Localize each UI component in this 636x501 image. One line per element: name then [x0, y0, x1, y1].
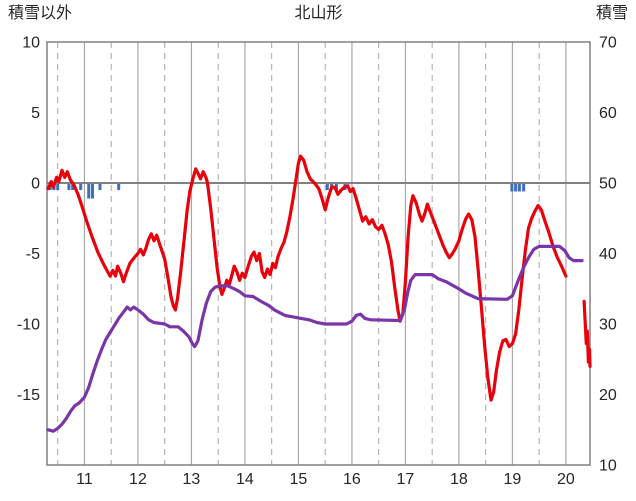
y-tick-label-left: 10	[22, 35, 40, 52]
y-tick-label-left: -5	[26, 246, 40, 263]
x-tick-label: 16	[343, 471, 361, 488]
plot-frame	[46, 41, 591, 466]
red-line	[582, 299, 592, 368]
x-tick-label: 14	[236, 471, 254, 488]
y-tick-label-right: 70	[599, 35, 617, 52]
y-tick-label-left: 0	[31, 176, 40, 193]
purple-line	[46, 244, 584, 433]
x-tick-label: 11	[76, 471, 93, 488]
red-line	[46, 154, 568, 402]
y-tick-label-left: 5	[31, 105, 40, 122]
left-axis-title: 積雪以外	[8, 5, 73, 22]
station-title: 北山形	[294, 5, 343, 22]
y-tick-label-right: 10	[599, 458, 617, 475]
x-tick-label: 13	[183, 471, 201, 488]
y-tick-label-right: 20	[599, 387, 617, 404]
y-tick-label-right: 60	[599, 105, 617, 122]
y-tick-label-left: -10	[17, 317, 40, 334]
y-tick-label-right: 30	[599, 317, 617, 334]
y-tick-label-left: -15	[17, 387, 40, 404]
y-tick-label-right: 50	[599, 176, 617, 193]
right-axis-title: 積雪	[595, 5, 628, 22]
x-tick-label: 18	[450, 471, 468, 488]
x-tick-label: 12	[129, 471, 147, 488]
y-tick-label-right: 40	[599, 246, 617, 263]
x-tick-label: 20	[557, 471, 575, 488]
x-tick-label: 19	[504, 471, 522, 488]
x-tick-label: 15	[290, 471, 308, 488]
x-tick-label: 17	[397, 471, 415, 488]
